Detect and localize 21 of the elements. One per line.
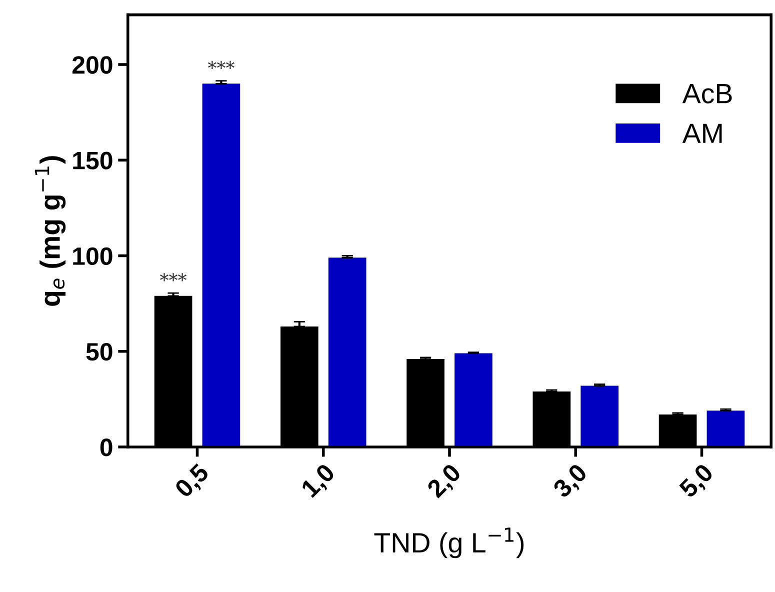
- legend-label: AcB: [682, 84, 732, 104]
- y-tick-label: 150: [73, 152, 112, 170]
- y-tick-label: 50: [86, 342, 112, 361]
- x-axis-title: TND (g L$^{−1}$): [374, 528, 524, 558]
- y-tick-label: 100: [73, 247, 112, 266]
- y-axis-title: q$_{e}$ (mg g$^{−1}$): [34, 156, 66, 306]
- x-tick-label: 5,0: [678, 462, 717, 502]
- y-tick-label: 200: [72, 56, 112, 74]
- bar: [202, 84, 240, 447]
- x-tick-label: 1,0: [300, 462, 338, 501]
- legend-label: AM: [682, 124, 722, 143]
- x-tick-label: 3,0: [552, 462, 590, 502]
- annotation: ***: [208, 60, 234, 70]
- y-tick-label: 0: [100, 438, 112, 456]
- x-tick-label: 0,5: [174, 462, 212, 501]
- bar: [454, 353, 492, 447]
- annotation: ***: [160, 273, 187, 282]
- bar: [580, 386, 619, 447]
- bar: [328, 258, 366, 447]
- bar: [706, 410, 745, 447]
- x-tick-label: 2,0: [426, 462, 464, 502]
